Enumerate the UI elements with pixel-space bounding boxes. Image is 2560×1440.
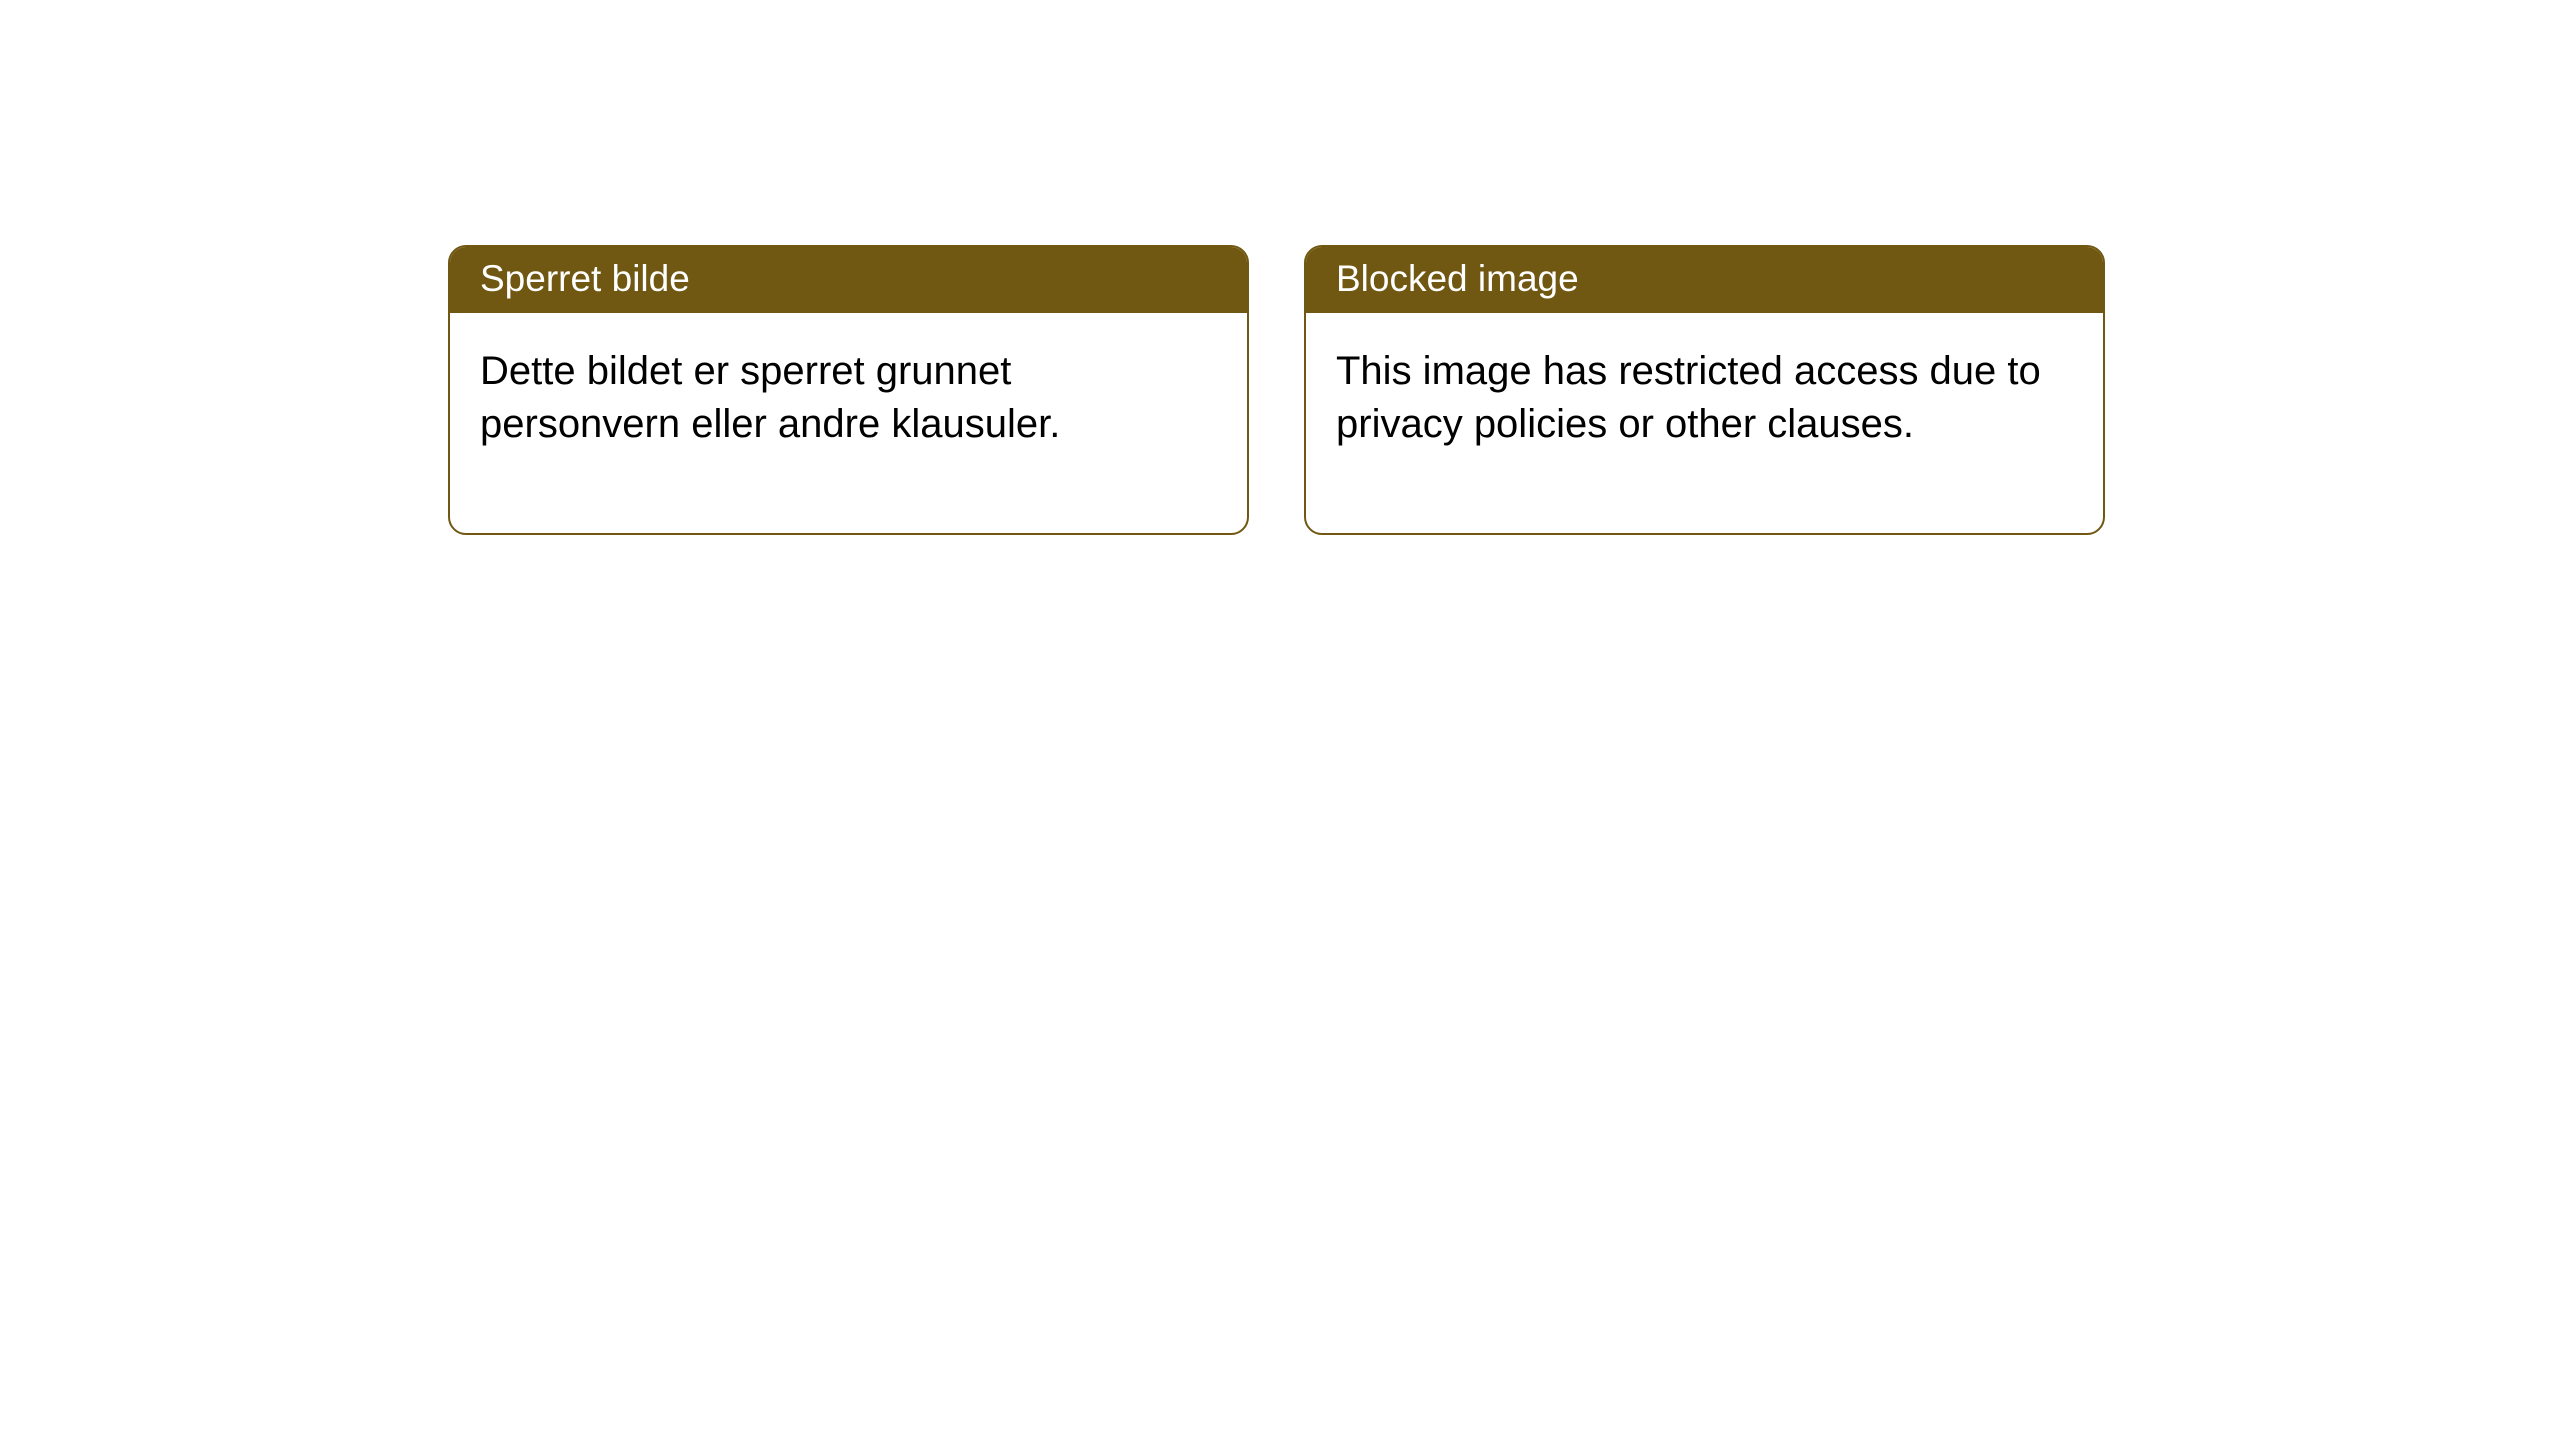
card-body-en: This image has restricted access due to … <box>1306 313 2103 533</box>
blocked-image-card-no: Sperret bilde Dette bildet er sperret gr… <box>448 245 1249 535</box>
card-header-en: Blocked image <box>1306 247 2103 313</box>
notice-container: Sperret bilde Dette bildet er sperret gr… <box>0 0 2560 535</box>
card-body-no: Dette bildet er sperret grunnet personve… <box>450 313 1247 533</box>
blocked-image-card-en: Blocked image This image has restricted … <box>1304 245 2105 535</box>
card-header-no: Sperret bilde <box>450 247 1247 313</box>
